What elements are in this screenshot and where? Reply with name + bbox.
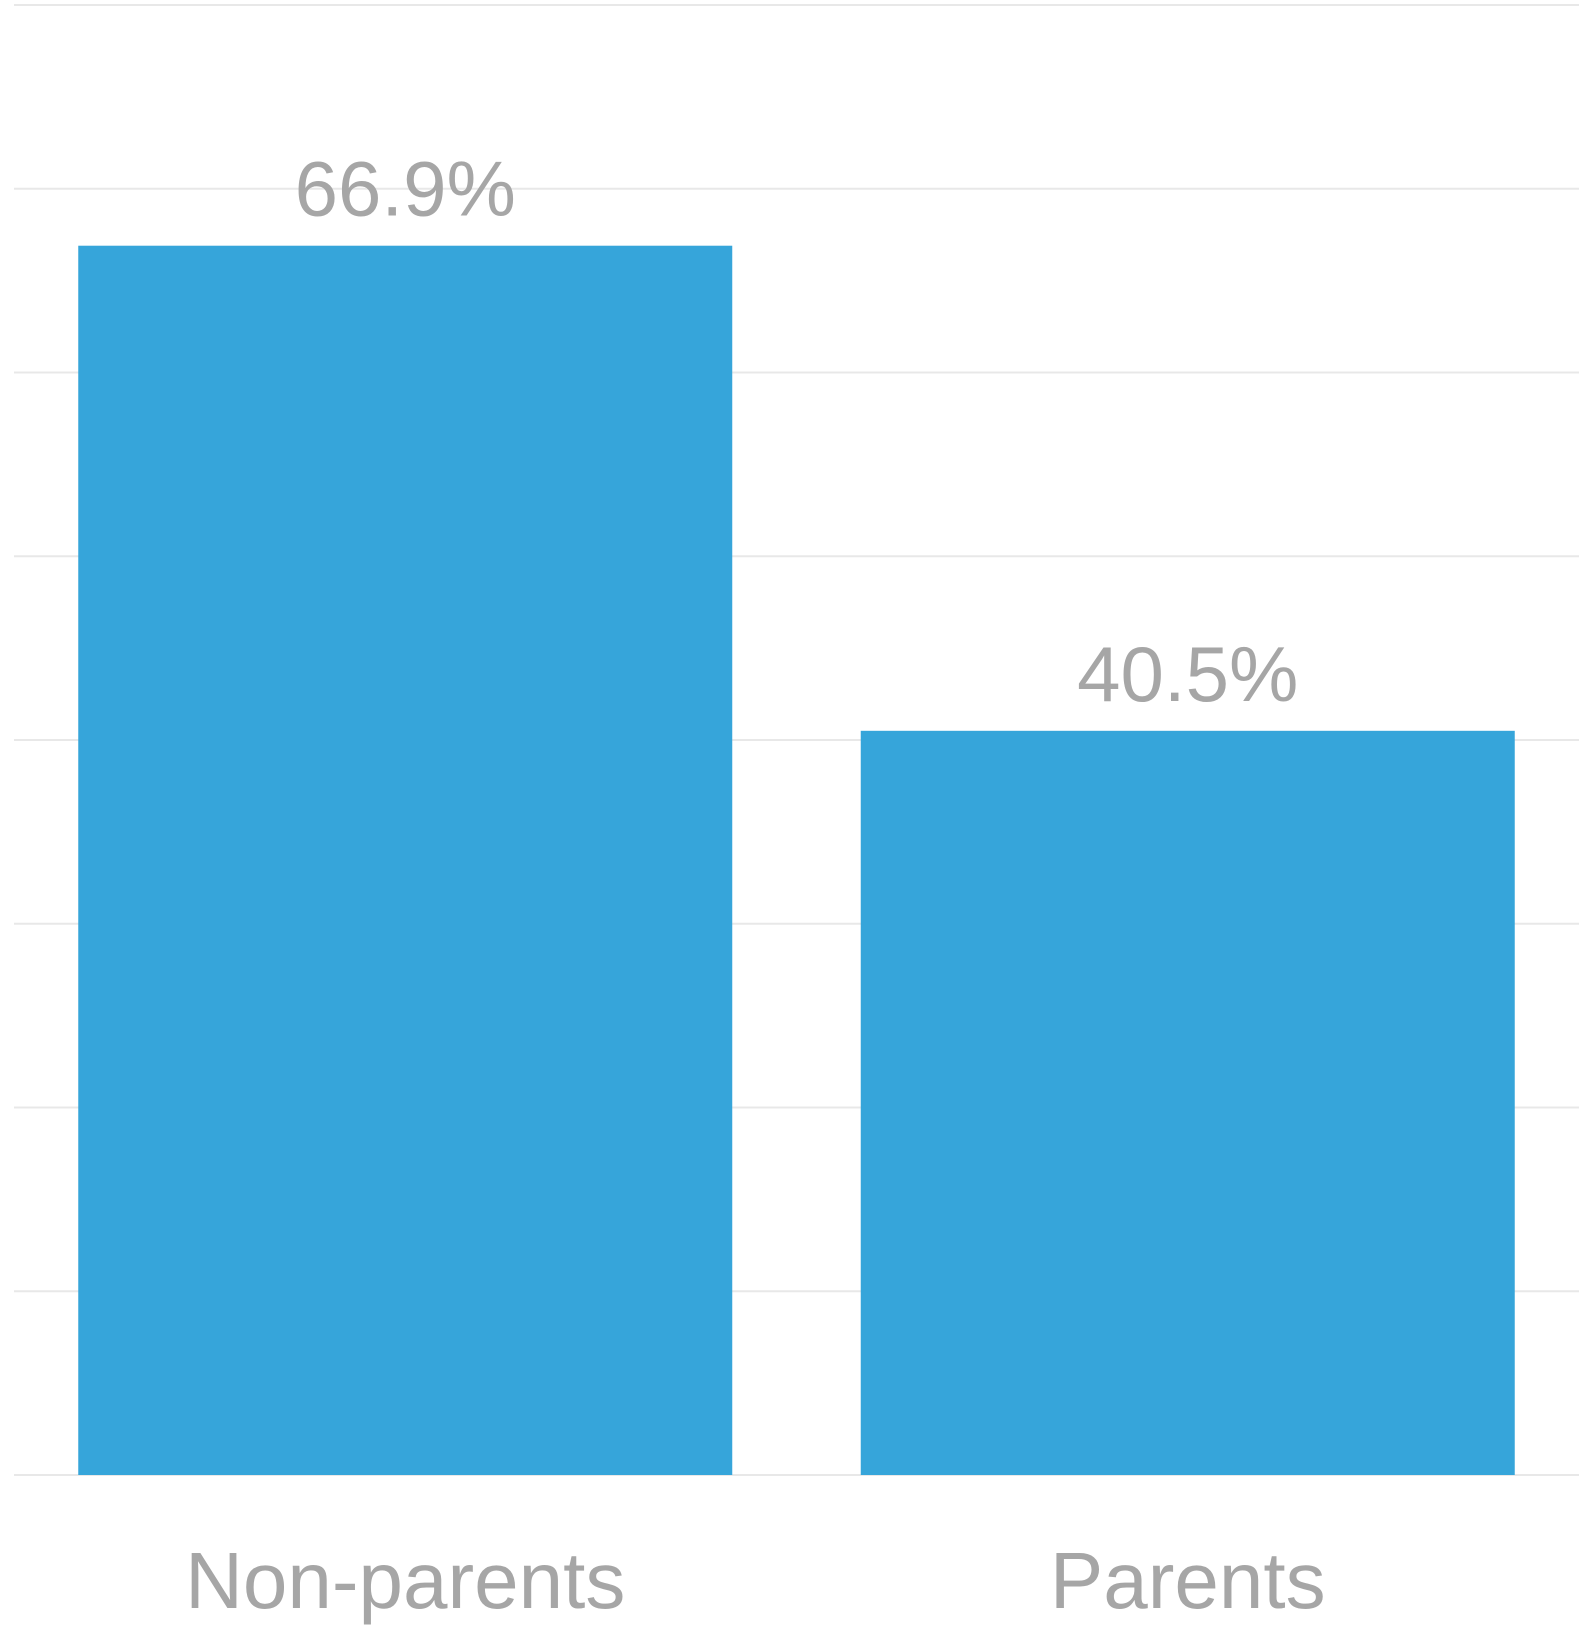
data-label: 66.9%	[295, 145, 516, 233]
data-label: 40.5%	[1077, 630, 1298, 718]
x-axis-tick-labels: Non-parents Parents	[185, 1536, 1325, 1625]
value-labels: 66.9% 40.5%	[295, 145, 1299, 718]
bars	[78, 245, 1515, 1475]
bar-parents	[860, 730, 1515, 1475]
x-tick-label: Parents	[1050, 1536, 1326, 1625]
bar-non-parents	[78, 245, 733, 1475]
x-tick-label: Non-parents	[185, 1536, 625, 1625]
